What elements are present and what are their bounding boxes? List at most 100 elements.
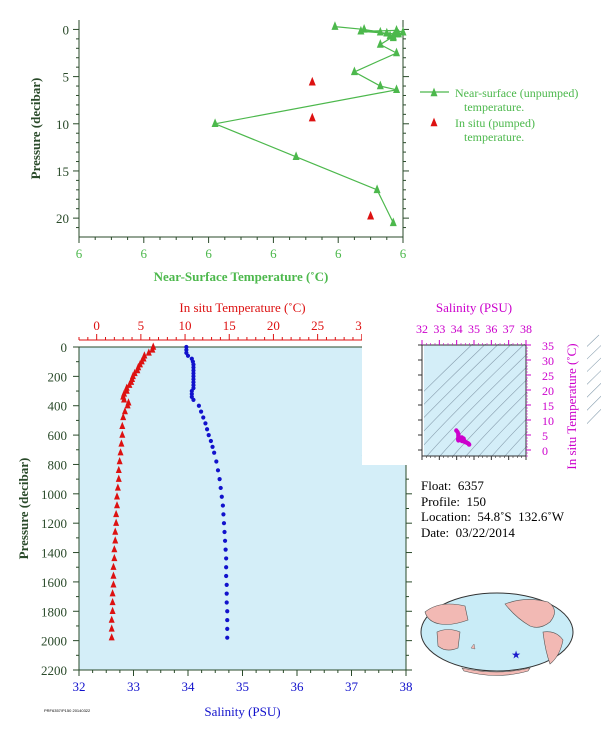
ts-y-tick-label: 0 [542, 444, 548, 458]
salinity-point [198, 409, 204, 414]
salinity-point [191, 371, 196, 376]
salinity-tick-label: 37 [345, 679, 359, 694]
salinity-point [220, 503, 225, 508]
near-surface-point [376, 80, 384, 90]
temp-tick-label: 10 [179, 318, 192, 333]
legend-near-surface-label-2: temperature. [464, 100, 524, 114]
temperature-point [108, 624, 115, 632]
temp-tick-label: 5 [138, 318, 145, 333]
ts-x-tick-label: 35 [468, 322, 480, 336]
temperature-point [112, 536, 119, 544]
x-tick-label: 6 [205, 246, 212, 261]
salinity-point [218, 485, 223, 491]
temperature-point [110, 580, 117, 588]
location-map: ★ [420, 592, 574, 676]
salinity-tick-label: 36 [291, 679, 305, 694]
profile-plot-area [79, 347, 406, 670]
temperature-point [124, 401, 131, 409]
salinity-axis-title: Salinity (PSU) [204, 704, 280, 719]
land-antarctica [461, 667, 531, 676]
temperature-point [114, 483, 121, 491]
near-surface-point [357, 25, 365, 35]
legend-in-situ-label: In situ (pumped) [455, 116, 535, 130]
ts-y-tick-label: 25 [542, 369, 554, 383]
temperature-point [121, 407, 128, 415]
ts-x-tick-label: 32 [416, 322, 428, 336]
salinity-point [224, 600, 229, 605]
salinity-point [185, 353, 191, 358]
salinity-point [225, 626, 230, 631]
salinity-point [224, 565, 229, 570]
salinity-point [191, 380, 196, 385]
near-surface-point [393, 47, 401, 57]
ts-y-tick-label: 10 [542, 414, 554, 428]
y-axis-title: Pressure (decibar) [28, 78, 43, 180]
legend-in-situ-label-2: temperature. [464, 130, 524, 144]
pressure-tick-label: 1800 [41, 604, 67, 619]
salinity-point [219, 494, 224, 499]
pressure-tick-label: 2200 [41, 663, 67, 678]
near-surface-point [389, 31, 397, 40]
salinity-point [225, 617, 230, 623]
salinity-point [184, 347, 189, 353]
temperature-point [116, 457, 123, 465]
salinity-point [212, 450, 217, 455]
salinity-point [204, 427, 210, 432]
salinity-tick-label: 38 [400, 679, 413, 694]
temperature-point [117, 448, 124, 456]
pressure-tick-label: 800 [48, 457, 68, 472]
salinity-point [222, 538, 228, 543]
legend-near-surface-label: Near-surface (unpumped) [455, 86, 578, 100]
salinity-point [191, 374, 196, 379]
temperature-point [109, 589, 116, 597]
ts-y-tick-label: 20 [542, 384, 554, 398]
salinity-tick-label: 34 [182, 679, 196, 694]
temperature-point [115, 474, 122, 482]
near-surface-line [212, 26, 405, 224]
pressure-tick-label: 2000 [41, 634, 67, 649]
temp-tick-label: 20 [267, 318, 280, 333]
salinity-point [189, 391, 194, 397]
pressure-tick-label: 1200 [41, 516, 67, 531]
salinity-point [224, 573, 229, 579]
near-surface-point [393, 84, 401, 94]
ts-x-axis-title: Salinity (PSU) [436, 300, 512, 315]
salinity-point [191, 362, 196, 367]
temp-tick-label: 0 [93, 318, 100, 333]
x-axis-title: Near-Surface Temperature (˚C) [154, 269, 329, 284]
y-tick-label: 0 [63, 22, 70, 37]
temperature-point [113, 518, 120, 526]
ts-point [459, 435, 465, 440]
salinity-point [225, 635, 230, 640]
profile-chart: 0200400600800100012001400160018002000220… [16, 300, 413, 719]
ts-y-tick-label: 30 [542, 354, 554, 368]
salinity-point [191, 383, 196, 388]
temperature-point [109, 597, 116, 606]
near-surface-point [292, 151, 300, 161]
salinity-point [196, 403, 201, 408]
ts-y-tick-label: 15 [542, 399, 554, 413]
temperature-point [118, 439, 125, 447]
temp-tick-label: 25 [311, 318, 324, 333]
land-asia [424, 603, 469, 625]
in-situ-point [308, 76, 316, 86]
salinity-tick-label: 32 [73, 679, 86, 694]
pressure-tick-label: 0 [61, 340, 68, 355]
pressure-tick-label: 1400 [41, 546, 67, 561]
profile-date: Date: 03/22/2014 [421, 524, 515, 540]
salinity-point [223, 547, 228, 552]
float-position-marker: ★ [511, 649, 521, 662]
float-location: Location: 54.8˚S 132.6˚W [421, 509, 564, 524]
temperature-point [119, 430, 126, 438]
near-surface-point [376, 39, 384, 48]
ts-point [466, 442, 472, 447]
pressure-tick-label: 1000 [41, 487, 67, 502]
file-stamp: PRF6357/P150 20140322 [44, 708, 91, 713]
in-situ-point [367, 210, 375, 220]
legend-in-situ-marker [430, 117, 438, 127]
salinity-point [210, 444, 215, 449]
pressure-tick-label: 400 [48, 399, 68, 414]
temperature-point [114, 492, 121, 500]
